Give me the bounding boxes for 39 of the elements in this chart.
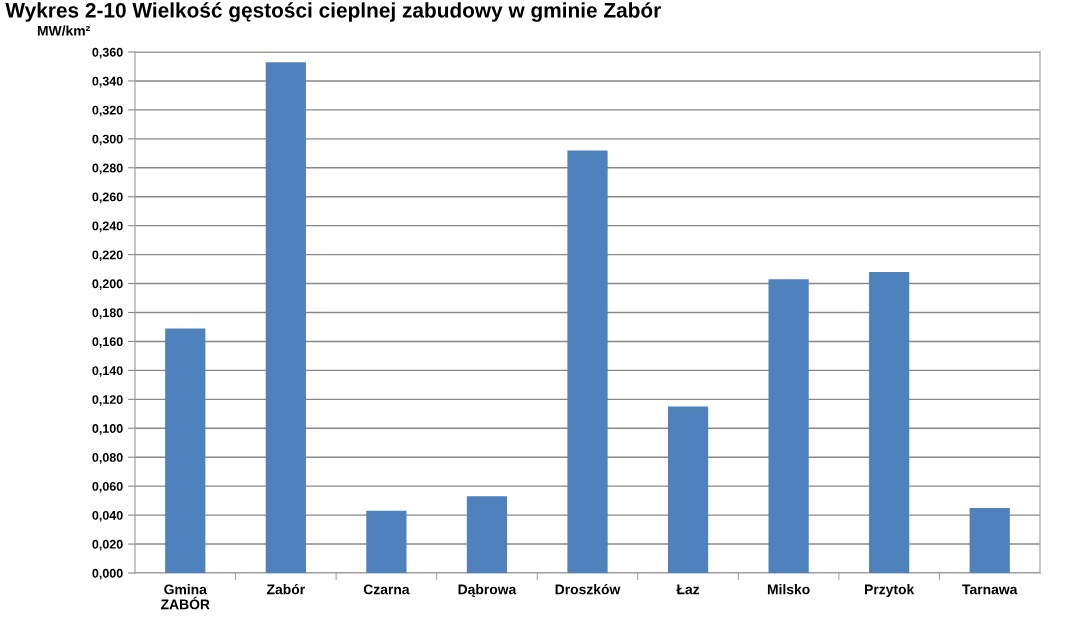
x-tick-label: Zabór <box>266 583 305 595</box>
y-tick-label: 0,300 <box>92 134 123 146</box>
y-tick-label: 0,340 <box>92 76 123 88</box>
y-tick-label: 0,240 <box>92 221 123 233</box>
y-tick-label: 0,020 <box>92 539 123 551</box>
x-tick-label: Gmina ZABÓR <box>161 584 210 610</box>
x-tick-label: Przytok <box>865 584 915 598</box>
x-tick-label: Droszków <box>555 583 621 595</box>
x-tick-label: Czarna <box>363 584 410 595</box>
x-tick-label: Dąbrowa <box>458 584 517 598</box>
chart-title: Wykres 2-10 Wielkość gęstości cieplnej zabudowy w gminie Zabór <box>5 2 661 22</box>
y-tick-label: 0,360 <box>92 47 123 59</box>
bar <box>366 510 407 573</box>
y-tick-label: 0,040 <box>92 510 123 522</box>
y-tick-label: 0,120 <box>92 395 123 406</box>
bar <box>567 150 608 573</box>
x-tick-label: Milsko <box>767 584 810 595</box>
bar <box>768 279 809 573</box>
y-tick-label: 0,260 <box>92 192 123 204</box>
y-tick-label: 0,200 <box>92 279 123 291</box>
y-tick-label: 0,180 <box>92 308 123 319</box>
y-tick-label: 0,080 <box>92 453 123 464</box>
y-tick-label: 0,320 <box>92 105 123 117</box>
bar <box>969 507 1010 573</box>
y-tick-label: 0,060 <box>92 481 123 493</box>
x-tick-label: Tarnawa <box>962 584 1018 595</box>
bar <box>165 328 206 573</box>
x-tick-label: Łaz <box>676 584 700 595</box>
bar <box>265 62 306 573</box>
bar <box>466 496 508 573</box>
y-tick-label: 0,140 <box>92 366 123 377</box>
y-tick-label: 0,160 <box>92 337 123 348</box>
y-tick-label: 0,100 <box>92 424 123 435</box>
bar <box>667 406 709 573</box>
y-tick-label: 0,000 <box>92 568 123 580</box>
y-axis-title: MW/km² <box>37 25 90 36</box>
y-tick-label: 0,220 <box>92 250 123 262</box>
bar <box>869 271 910 573</box>
y-tick-label: 0,280 <box>92 163 123 175</box>
